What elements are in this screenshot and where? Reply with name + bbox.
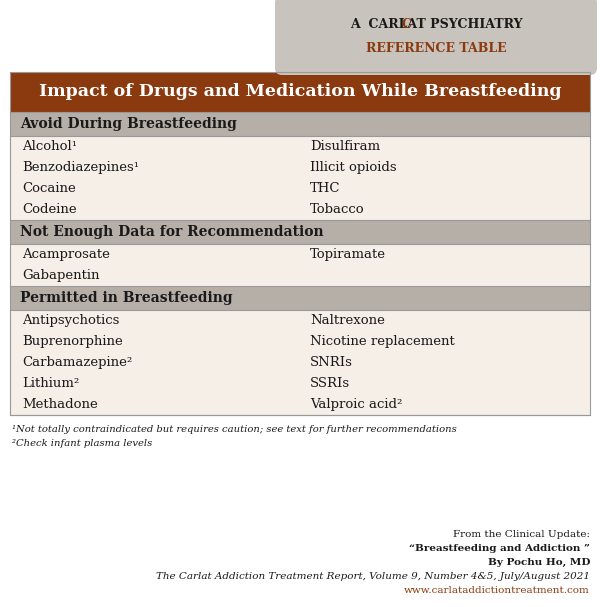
- Text: The Carlat Addiction Treatment Report, Volume 9, Number 4&5, July/August 2021: The Carlat Addiction Treatment Report, V…: [156, 572, 590, 581]
- Bar: [10, 310, 590, 415]
- Text: www.carlataddictiontreatment.com: www.carlataddictiontreatment.com: [404, 586, 590, 595]
- Text: By Pochu Ho, MD: By Pochu Ho, MD: [487, 558, 590, 567]
- Text: Buprenorphine: Buprenorphine: [22, 335, 123, 348]
- Text: Methadone: Methadone: [22, 398, 98, 411]
- Text: Lithium²: Lithium²: [22, 377, 79, 390]
- Text: Carbamazepine²: Carbamazepine²: [22, 356, 132, 369]
- Text: Antipsychotics: Antipsychotics: [22, 314, 119, 327]
- Text: Benzodiazepines¹: Benzodiazepines¹: [22, 161, 139, 174]
- Text: REFERENCE TABLE: REFERENCE TABLE: [365, 42, 506, 55]
- Text: Disulfiram: Disulfiram: [310, 140, 380, 153]
- Bar: [10, 112, 590, 136]
- Text: “Breastfeeding and Addiction ”: “Breastfeeding and Addiction ”: [409, 544, 590, 553]
- Text: C: C: [401, 18, 411, 32]
- FancyBboxPatch shape: [275, 0, 597, 75]
- Bar: [10, 220, 590, 244]
- Bar: [10, 72, 590, 415]
- Text: Avoid During Breastfeeding: Avoid During Breastfeeding: [20, 117, 237, 131]
- Text: Alcohol¹: Alcohol¹: [22, 140, 77, 153]
- Text: Nicotine replacement: Nicotine replacement: [310, 335, 455, 348]
- Text: ²Check infant plasma levels: ²Check infant plasma levels: [12, 439, 152, 448]
- Text: Permitted in Breastfeeding: Permitted in Breastfeeding: [20, 291, 233, 305]
- Text: Gabapentin: Gabapentin: [22, 269, 100, 282]
- Text: A  CARLAT PSYCHIATRY: A CARLAT PSYCHIATRY: [350, 18, 523, 32]
- Text: THC: THC: [310, 182, 341, 195]
- Bar: [10, 244, 590, 286]
- Bar: [10, 136, 590, 220]
- Text: Naltrexone: Naltrexone: [310, 314, 385, 327]
- Text: Impact of Drugs and Medication While Breastfeeding: Impact of Drugs and Medication While Bre…: [39, 84, 561, 101]
- Text: Codeine: Codeine: [22, 203, 77, 216]
- Text: From the Clinical Update:: From the Clinical Update:: [453, 530, 590, 539]
- Text: Illicit opioids: Illicit opioids: [310, 161, 397, 174]
- Text: Topiramate: Topiramate: [310, 248, 386, 261]
- Text: Valproic acid²: Valproic acid²: [310, 398, 403, 411]
- Text: SNRIs: SNRIs: [310, 356, 353, 369]
- Bar: [10, 286, 590, 310]
- Text: ¹Not totally contraindicated but requires caution; see text for further recommen: ¹Not totally contraindicated but require…: [12, 425, 457, 434]
- Text: Tobacco: Tobacco: [310, 203, 365, 216]
- Bar: [10, 72, 590, 112]
- Text: Cocaine: Cocaine: [22, 182, 76, 195]
- Text: Acamprosate: Acamprosate: [22, 248, 110, 261]
- Text: Not Enough Data for Recommendation: Not Enough Data for Recommendation: [20, 225, 323, 239]
- Text: SSRIs: SSRIs: [310, 377, 350, 390]
